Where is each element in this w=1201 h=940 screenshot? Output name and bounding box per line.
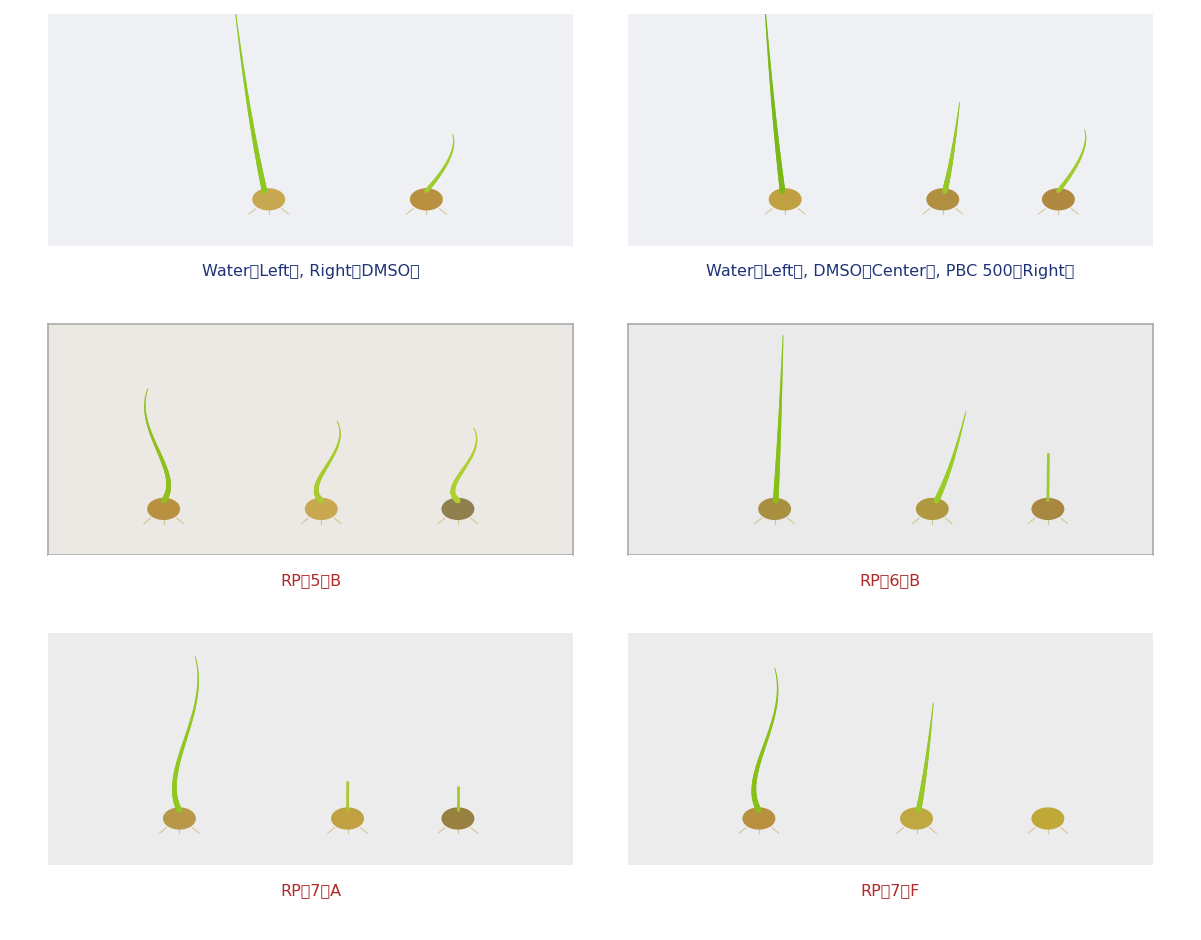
Ellipse shape xyxy=(913,815,931,827)
Ellipse shape xyxy=(1042,189,1074,210)
Ellipse shape xyxy=(1032,498,1064,519)
Ellipse shape xyxy=(743,808,775,829)
Ellipse shape xyxy=(423,196,441,208)
Ellipse shape xyxy=(331,808,363,829)
Ellipse shape xyxy=(148,498,179,519)
Ellipse shape xyxy=(770,189,801,210)
Ellipse shape xyxy=(1032,808,1064,829)
Ellipse shape xyxy=(264,196,283,208)
Text: RP－7－F: RP－7－F xyxy=(861,884,920,898)
Ellipse shape xyxy=(1044,815,1063,827)
Ellipse shape xyxy=(160,505,178,518)
Ellipse shape xyxy=(411,189,442,210)
Ellipse shape xyxy=(759,498,790,519)
Text: Water（Left）, DMSO（Center）, PBC 500（Right）: Water（Left）, DMSO（Center）, PBC 500（Right… xyxy=(706,264,1075,279)
Ellipse shape xyxy=(781,196,800,208)
Ellipse shape xyxy=(927,189,958,210)
Ellipse shape xyxy=(771,505,789,518)
Text: RP－6－B: RP－6－B xyxy=(860,573,921,588)
Text: RP－7－A: RP－7－A xyxy=(280,884,341,898)
Ellipse shape xyxy=(901,808,932,829)
Ellipse shape xyxy=(442,808,473,829)
Ellipse shape xyxy=(1054,196,1074,208)
Ellipse shape xyxy=(163,808,195,829)
Ellipse shape xyxy=(754,815,773,827)
Ellipse shape xyxy=(939,196,957,208)
Ellipse shape xyxy=(343,815,363,827)
Ellipse shape xyxy=(454,815,473,827)
Ellipse shape xyxy=(1044,505,1063,518)
Ellipse shape xyxy=(442,498,473,519)
Ellipse shape xyxy=(175,815,195,827)
Ellipse shape xyxy=(928,505,946,518)
Text: RP－5－B: RP－5－B xyxy=(280,573,341,588)
Ellipse shape xyxy=(916,498,948,519)
Text: Water（Left）, Right（DMSO）: Water（Left）, Right（DMSO） xyxy=(202,264,419,279)
Ellipse shape xyxy=(317,505,336,518)
Ellipse shape xyxy=(305,498,337,519)
Ellipse shape xyxy=(253,189,285,210)
Ellipse shape xyxy=(454,505,473,518)
